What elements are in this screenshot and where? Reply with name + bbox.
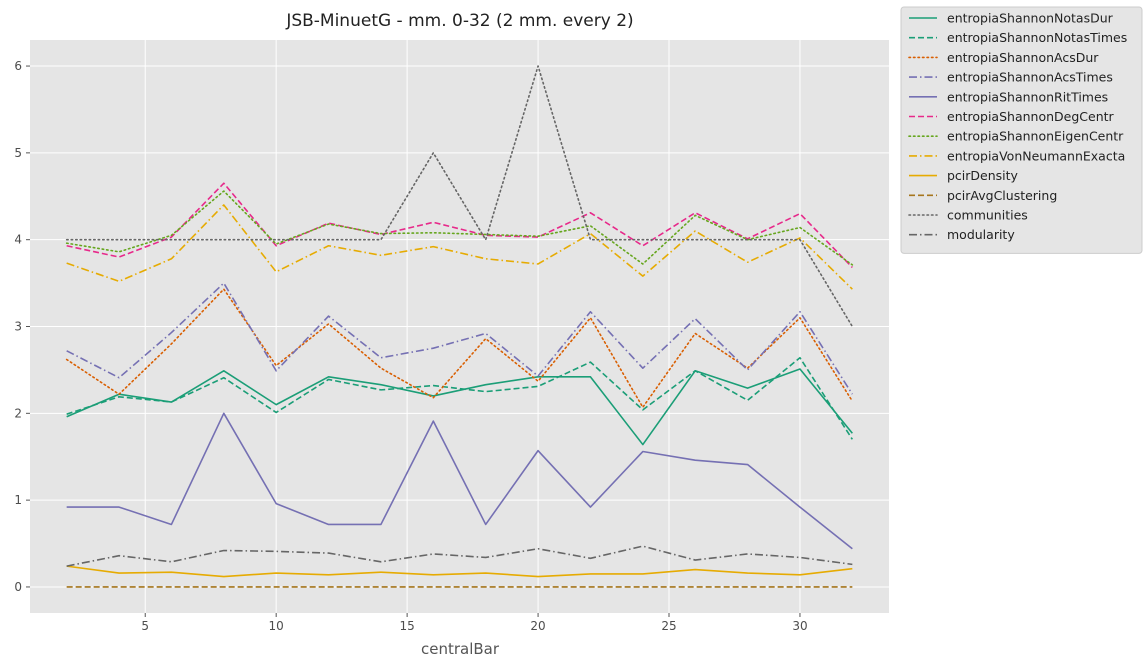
series-line-communities <box>65 65 854 328</box>
x-tick-label: 5 <box>141 619 149 633</box>
x-tick-label: 20 <box>530 619 545 633</box>
x-tick-label: 15 <box>399 619 414 633</box>
x-tick-label: 10 <box>269 619 284 633</box>
legend-label: entropiaVonNeumannExacta <box>947 148 1125 163</box>
series-line-entropiaShannonRitTimes <box>66 412 853 550</box>
series-line-entropiaShannonDegCentr <box>66 182 853 269</box>
legend-label: pcirAvgClustering <box>947 188 1057 203</box>
series-line-entropiaShannonNotasTimes <box>66 356 854 440</box>
chart-title: JSB-MinuetG - mm. 0-32 (2 mm. every 2) <box>285 11 633 31</box>
y-tick-label: 0 <box>14 580 22 594</box>
y-tick-label: 1 <box>14 493 22 507</box>
legend-label: entropiaShannonRitTimes <box>947 89 1108 104</box>
x-tick-label: 30 <box>792 619 807 633</box>
legend: entropiaShannonNotasDur entropiaShannonNo… <box>900 6 1143 254</box>
legend-label: modularity <box>947 227 1015 242</box>
legend-label: pcirDensity <box>947 168 1019 183</box>
y-axis: 0 1 2 3 4 5 6 <box>14 59 30 594</box>
x-axis-label: centralBar <box>421 640 500 656</box>
y-tick-label: 2 <box>14 406 22 420</box>
x-tick-label: 25 <box>661 619 676 633</box>
series-line-entropiaVonNeumannExacta <box>66 204 853 290</box>
legend-label: entropiaShannonNotasDur <box>947 11 1114 26</box>
legend-label: entropiaShannonAcsDur <box>947 50 1099 65</box>
series-lines <box>65 65 854 588</box>
series-line-pcirDensity <box>66 565 853 578</box>
x-axis: 5 10 15 20 25 30 <box>141 613 808 633</box>
legend-label: entropiaShannonDegCentr <box>947 109 1115 124</box>
legend-label: entropiaShannonAcsTimes <box>947 70 1113 85</box>
y-tick-label: 5 <box>14 146 22 160</box>
legend-label: communities <box>947 208 1028 223</box>
legend-box <box>900 6 1143 254</box>
legend-label: entropiaShannonEigenCentr <box>947 129 1124 144</box>
series-line-entropiaShannonAcsTimes <box>66 282 854 395</box>
y-tick-label: 4 <box>14 233 22 247</box>
series-line-entropiaShannonAcsDur <box>65 288 854 409</box>
y-tick-label: 6 <box>14 59 22 73</box>
legend-label: entropiaShannonNotasTimes <box>947 30 1127 45</box>
y-tick-label: 3 <box>14 320 22 334</box>
series-line-entropiaShannonNotasDur <box>66 368 853 446</box>
